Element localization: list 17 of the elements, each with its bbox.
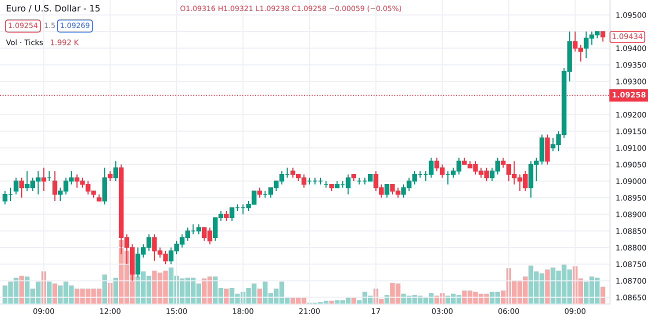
candlestick [52,170,58,202]
candlestick [545,134,550,166]
candlestick [224,210,229,222]
chart-title: Euro / U.S. Dollar - 15 [6,4,100,12]
candlestick [19,177,24,198]
candlestick [113,160,118,182]
candlestick [257,187,262,198]
candlestick [600,31,606,42]
candlestick [14,177,18,195]
bar [545,269,550,304]
bar [224,288,229,304]
bar [19,276,24,304]
candlestick [102,167,107,205]
candlestick [41,167,46,192]
candlestick [384,184,390,198]
candlestick [108,170,113,182]
bar [46,282,52,304]
